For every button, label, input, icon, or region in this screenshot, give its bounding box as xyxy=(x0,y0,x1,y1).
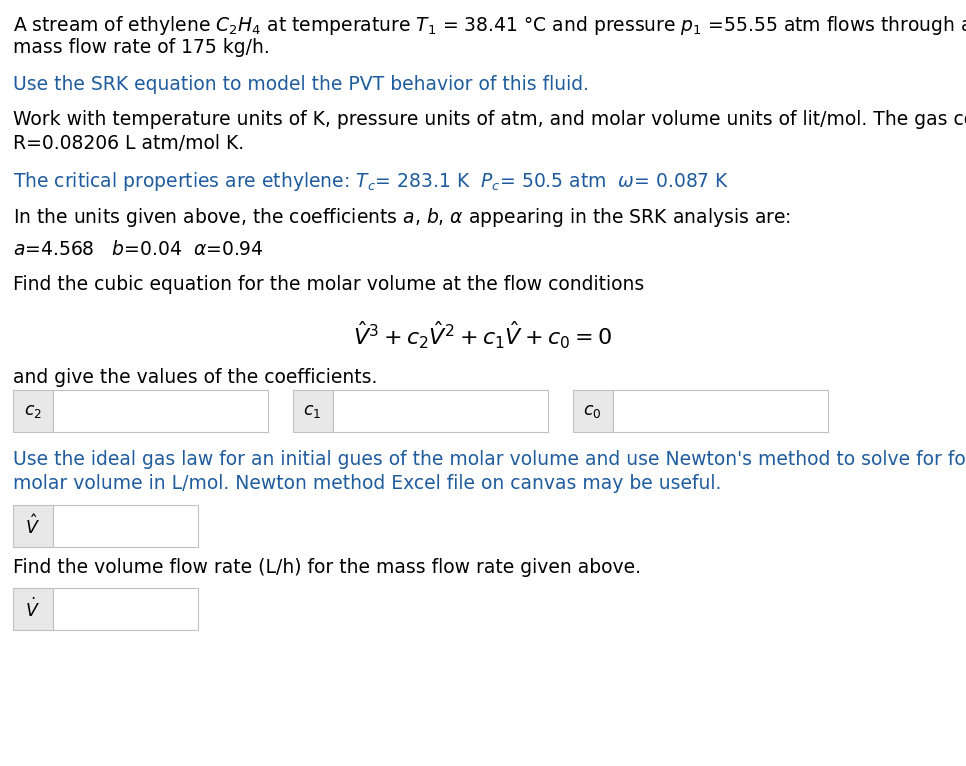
Text: Use the ideal gas law for an initial gues of the molar volume and use Newton's m: Use the ideal gas law for an initial gue… xyxy=(13,450,966,469)
FancyBboxPatch shape xyxy=(573,390,612,432)
Text: $\hat{V}$: $\hat{V}$ xyxy=(25,514,40,538)
FancyBboxPatch shape xyxy=(52,390,268,432)
Text: $\hat{V}^3 + c_2\hat{V}^2 + c_1\hat{V} + c_0 = 0$: $\hat{V}^3 + c_2\hat{V}^2 + c_1\hat{V} +… xyxy=(354,320,612,352)
FancyBboxPatch shape xyxy=(293,390,332,432)
Text: $a$=4.568   $b$=0.04  $\alpha$=0.94: $a$=4.568 $b$=0.04 $\alpha$=0.94 xyxy=(13,240,264,259)
Text: Find the cubic equation for the molar volume at the flow conditions: Find the cubic equation for the molar vo… xyxy=(13,275,643,294)
Text: $c_1$: $c_1$ xyxy=(303,402,322,420)
FancyBboxPatch shape xyxy=(52,505,198,547)
Text: $\dot{V}$: $\dot{V}$ xyxy=(25,597,40,620)
Text: Work with temperature units of K, pressure units of atm, and molar volume units : Work with temperature units of K, pressu… xyxy=(13,110,966,129)
Text: A stream of ethylene $C_2H_4$ at temperature $T_1$ = 38.41 °C and pressure $p_1$: A stream of ethylene $C_2H_4$ at tempera… xyxy=(13,14,966,37)
FancyBboxPatch shape xyxy=(52,588,198,630)
Text: Use the SRK equation to model the PVT behavior of this fluid.: Use the SRK equation to model the PVT be… xyxy=(13,75,588,94)
FancyBboxPatch shape xyxy=(332,390,548,432)
FancyBboxPatch shape xyxy=(612,390,828,432)
Text: R=0.08206 L atm/mol K.: R=0.08206 L atm/mol K. xyxy=(13,134,243,153)
Text: The critical properties are ethylene: $T_c$= 283.1 K  $P_c$= 50.5 atm  $\omega$=: The critical properties are ethylene: $T… xyxy=(13,170,729,193)
Text: and give the values of the coefficients.: and give the values of the coefficients. xyxy=(13,368,377,387)
Text: molar volume in L/mol. Newton method Excel file on canvas may be useful.: molar volume in L/mol. Newton method Exc… xyxy=(13,474,721,493)
Text: Find the volume flow rate (L/h) for the mass flow rate given above.: Find the volume flow rate (L/h) for the … xyxy=(13,558,640,577)
Text: $c_2$: $c_2$ xyxy=(23,402,42,420)
Text: $c_0$: $c_0$ xyxy=(583,402,602,420)
FancyBboxPatch shape xyxy=(13,505,52,547)
FancyBboxPatch shape xyxy=(13,588,52,630)
Text: In the units given above, the coefficients $a$, $b$, $\alpha$ appearing in the S: In the units given above, the coefficien… xyxy=(13,206,790,229)
Text: mass flow rate of 175 kg/h.: mass flow rate of 175 kg/h. xyxy=(13,38,270,57)
FancyBboxPatch shape xyxy=(13,390,52,432)
